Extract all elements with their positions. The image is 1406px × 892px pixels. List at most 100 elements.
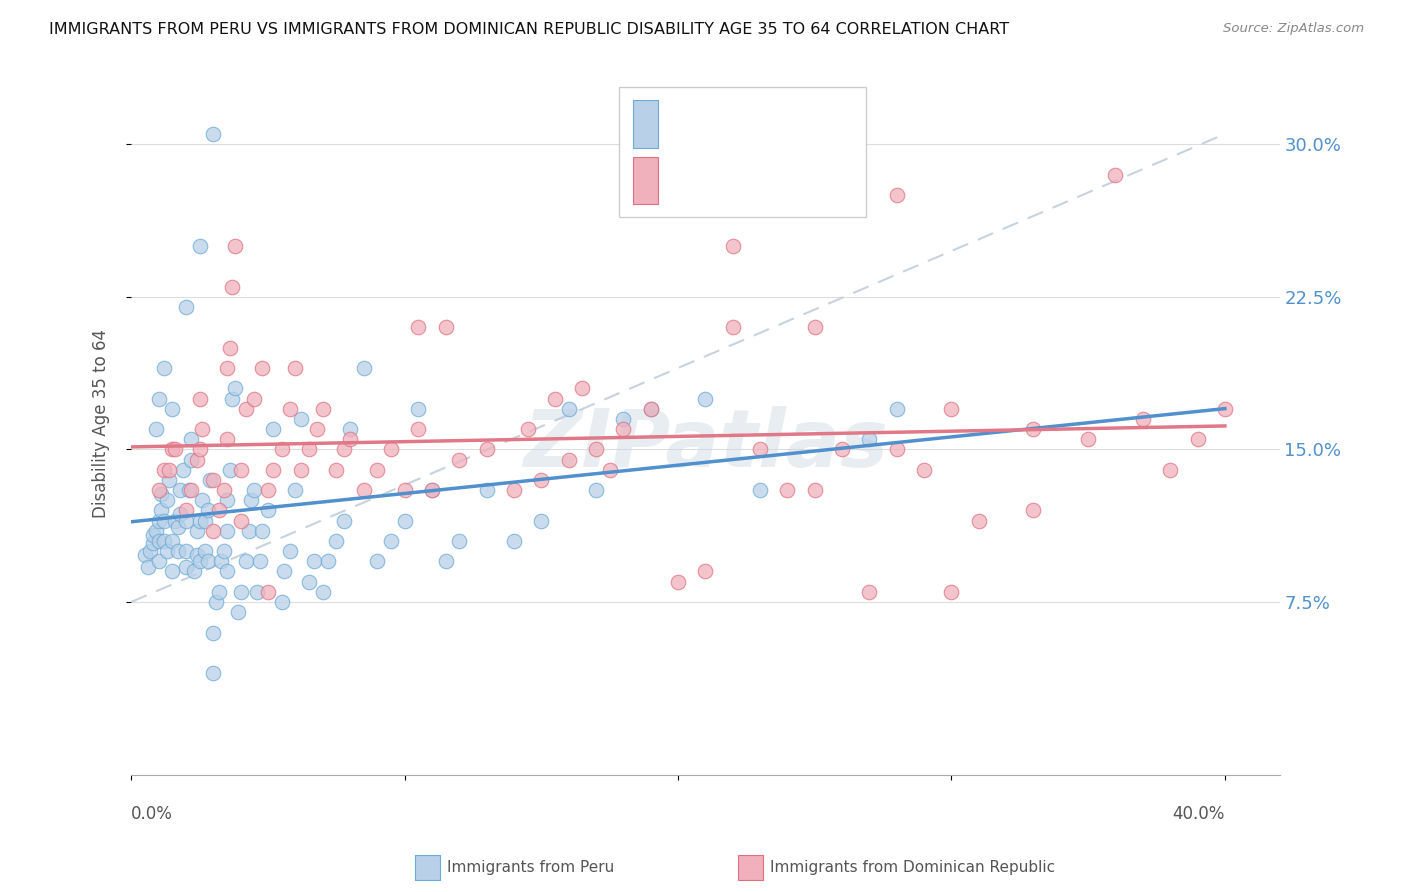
Point — [270, 442, 292, 457]
Point — [191, 493, 214, 508]
Point — [406, 320, 429, 334]
Point — [215, 493, 238, 508]
Point — [475, 483, 498, 497]
Point — [298, 574, 321, 589]
Point — [169, 483, 191, 497]
Point — [284, 483, 307, 497]
Text: Immigrants from Dominican Republic: Immigrants from Dominican Republic — [770, 860, 1056, 874]
Point — [205, 595, 228, 609]
Point — [311, 584, 333, 599]
Point — [353, 483, 375, 497]
Point — [229, 584, 252, 599]
Point — [1132, 412, 1154, 426]
Point — [434, 320, 457, 334]
Point — [194, 544, 217, 558]
Point — [166, 519, 188, 533]
Point — [235, 401, 257, 416]
Point — [503, 483, 526, 497]
Point — [803, 483, 825, 497]
Text: N =: N = — [769, 114, 813, 133]
Point — [544, 392, 567, 406]
Point — [215, 432, 238, 446]
Point — [640, 401, 662, 416]
Point — [215, 361, 238, 376]
Point — [503, 533, 526, 548]
Point — [177, 483, 200, 497]
Point — [257, 503, 280, 517]
Point — [325, 463, 347, 477]
Point — [148, 483, 170, 497]
Point — [333, 514, 356, 528]
Point — [449, 452, 471, 467]
Point — [278, 401, 301, 416]
Point — [1077, 432, 1099, 446]
Point — [640, 401, 662, 416]
Text: 0.0%: 0.0% — [131, 805, 173, 823]
Point — [394, 514, 416, 528]
Point — [1022, 422, 1045, 436]
Point — [208, 584, 231, 599]
Point — [180, 452, 202, 467]
Point — [339, 432, 361, 446]
Point — [243, 483, 266, 497]
Point — [145, 422, 167, 436]
Point — [612, 422, 634, 436]
Point — [1213, 401, 1236, 416]
Point — [420, 483, 443, 497]
Point — [257, 584, 280, 599]
Point — [188, 442, 211, 457]
Point — [150, 503, 173, 517]
Point — [262, 422, 284, 436]
Point — [721, 239, 744, 253]
Point — [215, 565, 238, 579]
Point — [159, 473, 181, 487]
Point — [304, 554, 326, 568]
Point — [339, 422, 361, 436]
Point — [246, 584, 269, 599]
Point — [311, 401, 333, 416]
Point — [153, 533, 176, 548]
Point — [380, 533, 402, 548]
Point — [240, 493, 263, 508]
Text: 102: 102 — [808, 114, 846, 133]
Point — [218, 463, 240, 477]
Point — [142, 528, 165, 542]
Point — [406, 401, 429, 416]
Point — [186, 548, 208, 562]
Point — [160, 401, 183, 416]
Point — [226, 605, 249, 619]
Point — [278, 544, 301, 558]
Bar — [633, 101, 658, 148]
Point — [776, 483, 799, 497]
Point — [160, 533, 183, 548]
Point — [585, 442, 607, 457]
Point — [148, 533, 170, 548]
Point — [188, 239, 211, 253]
Point — [174, 514, 197, 528]
Point — [145, 524, 167, 538]
Point — [160, 565, 183, 579]
Point — [967, 514, 990, 528]
Point — [174, 560, 197, 574]
Point — [612, 412, 634, 426]
Point — [252, 524, 274, 538]
Point — [180, 432, 202, 446]
Point — [202, 473, 225, 487]
Text: R =: R = — [669, 114, 711, 133]
Text: 82: 82 — [808, 170, 834, 189]
Point — [749, 442, 772, 457]
Point — [186, 452, 208, 467]
Point — [380, 442, 402, 457]
Point — [202, 625, 225, 640]
Point — [406, 422, 429, 436]
Point — [366, 463, 388, 477]
Point — [215, 524, 238, 538]
Point — [166, 544, 188, 558]
Point — [148, 554, 170, 568]
Bar — [633, 156, 658, 204]
Point — [858, 584, 880, 599]
Point — [252, 361, 274, 376]
Point — [174, 300, 197, 314]
Point — [1159, 463, 1181, 477]
Point — [169, 508, 191, 522]
